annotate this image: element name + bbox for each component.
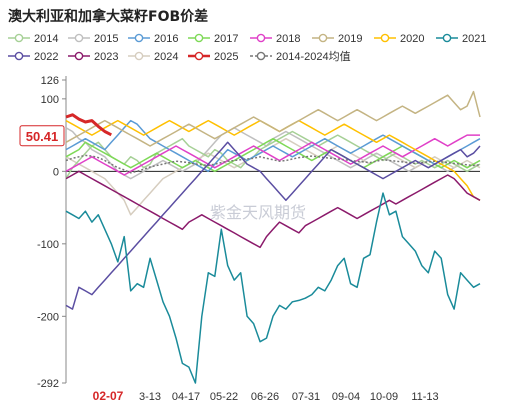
legend-marker-2014-2024均值 <box>256 51 266 61</box>
legend-marker-2019 <box>318 33 328 43</box>
chart-title: 澳大利亚和加拿大菜籽FOB价差 <box>8 9 209 25</box>
y-tick-label: 0 <box>53 166 59 178</box>
legend-label-2018: 2018 <box>276 33 300 45</box>
x-tick-label: 02-07 <box>93 389 124 403</box>
legend-marker-2025 <box>194 51 204 61</box>
series-line-2014-2024均值 <box>65 154 481 174</box>
series-line-2016 <box>65 119 481 173</box>
x-tick-label: 10-09 <box>370 391 398 403</box>
legend-marker-2020 <box>380 33 390 43</box>
y-tick-label: -100 <box>37 239 59 251</box>
series-line-2025 <box>65 113 112 137</box>
legend-marker-2015 <box>74 33 84 43</box>
y-tick-label: -200 <box>37 311 59 323</box>
series-line-2014 <box>65 130 481 179</box>
legend-marker-2021 <box>442 33 452 43</box>
legend-label-2025: 2025 <box>214 51 238 63</box>
legend-marker-2016 <box>134 33 144 43</box>
legend-marker-2014 <box>14 33 24 43</box>
legend-label-2014: 2014 <box>34 33 58 45</box>
x-tick-label: 11-13 <box>411 391 438 403</box>
legend-label-2014-2024均值: 2014-2024均值 <box>276 50 351 63</box>
legend-label-2020: 2020 <box>400 33 424 45</box>
series-line-2022 <box>65 141 481 310</box>
legend-marker-2023 <box>74 51 84 61</box>
legend-label-2023: 2023 <box>94 51 118 63</box>
x-tick-label: 05-22 <box>210 391 238 403</box>
legend-label-2022: 2022 <box>34 51 58 63</box>
y-tick-label: 100 <box>41 94 59 106</box>
watermark: 紫金天风期货 <box>210 203 306 222</box>
x-tick-label: 04-17 <box>172 391 200 403</box>
legend-label-2016: 2016 <box>154 33 178 45</box>
series-line-2021 <box>65 192 481 384</box>
legend-marker-2018 <box>256 33 266 43</box>
series-line-2018 <box>65 134 480 176</box>
y-tick-label: 126 <box>41 75 59 87</box>
current-value-box <box>19 125 65 147</box>
current-value-label: 50.41 <box>26 129 59 144</box>
legend-marker-2017 <box>194 33 204 43</box>
legend-label-2015: 2015 <box>94 33 118 45</box>
x-tick-label: 06-26 <box>251 391 279 403</box>
series-line-2019 <box>65 90 481 147</box>
legend-label-2017: 2017 <box>214 33 238 45</box>
legend-label-2021: 2021 <box>462 33 486 45</box>
series-line-2023 <box>65 170 481 249</box>
legend-label-2019: 2019 <box>338 33 362 45</box>
x-tick-label: 3-13 <box>139 391 161 403</box>
x-tick-label: 07-31 <box>292 391 320 403</box>
legend-marker-2022 <box>14 51 24 61</box>
x-tick-label: 09-04 <box>332 391 360 403</box>
legend-marker-2024 <box>134 51 144 61</box>
y-tick-label: -292 <box>37 378 59 390</box>
legend-label-2024: 2024 <box>154 51 178 63</box>
